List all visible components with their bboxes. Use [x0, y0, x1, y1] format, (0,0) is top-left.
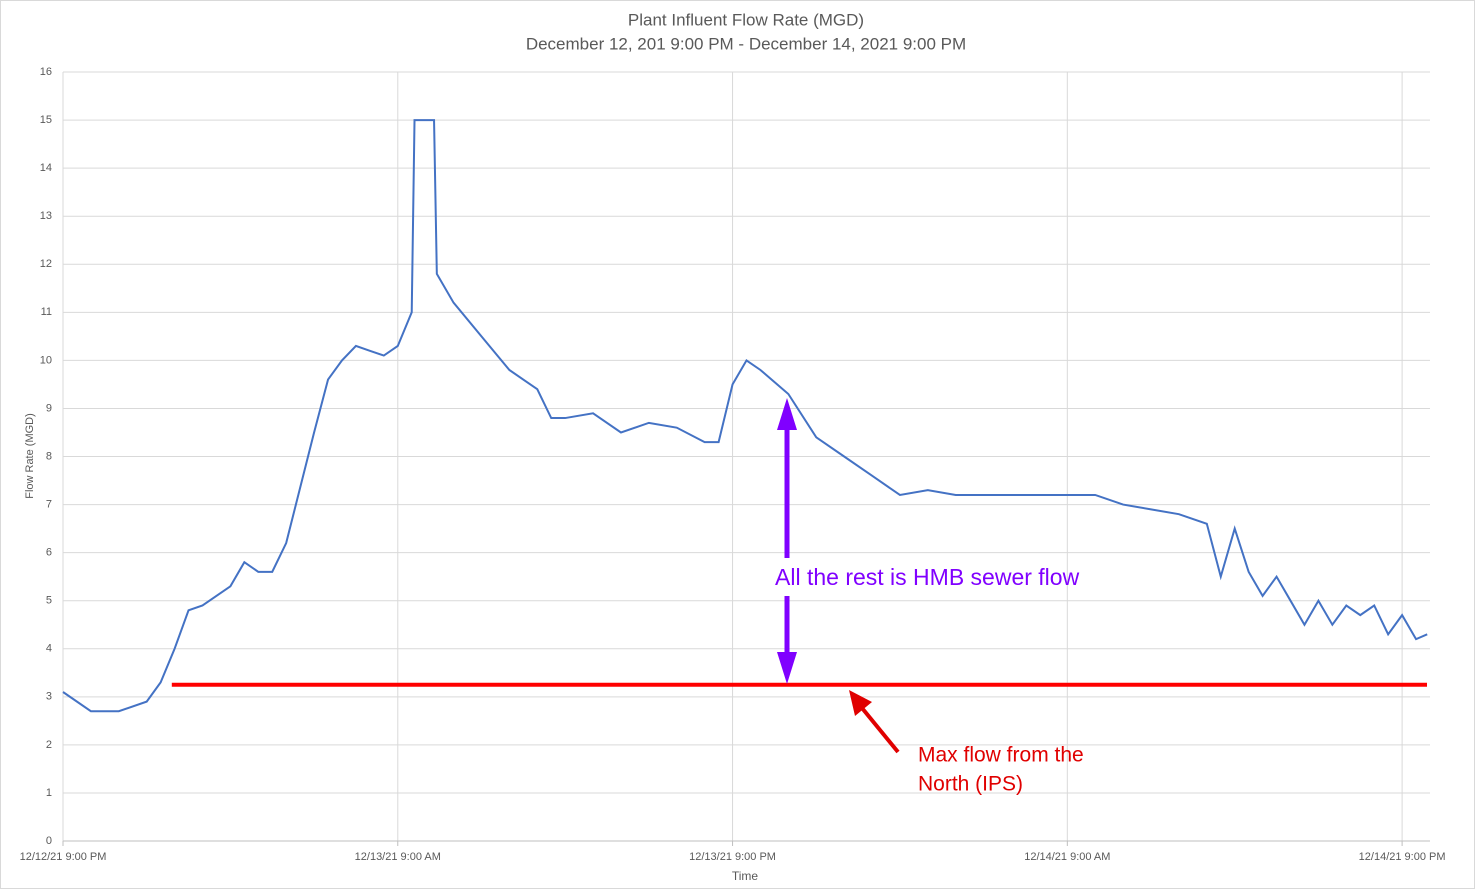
annotation-arrows	[777, 398, 900, 754]
y-tick-label: 6	[46, 547, 52, 559]
x-tick-label: 12/13/21 9:00 PM	[689, 851, 776, 863]
y-tick-label: 14	[40, 162, 52, 174]
annotation: Max flow from the	[918, 744, 1084, 767]
chart-subtitle: December 12, 201 9:00 PM - December 14, …	[526, 34, 966, 53]
y-tick-label: 15	[40, 114, 52, 126]
y-tick-label: 8	[46, 450, 52, 462]
y-axis-label: Flow Rate (MGD)	[24, 413, 36, 499]
annotation: North (IPS)	[918, 773, 1023, 796]
y-tick-label: 16	[40, 66, 52, 78]
y-tick-label: 9	[46, 402, 52, 414]
annotation: All the rest is HMB sewer flow	[775, 564, 1080, 590]
y-tick-label: 7	[46, 498, 52, 510]
y-tick-label: 2	[46, 739, 52, 751]
chart-title: Plant Influent Flow Rate (MGD)	[628, 10, 864, 29]
y-tick-label: 12	[40, 258, 52, 270]
x-axis-label: Time	[732, 869, 759, 883]
y-tick-label: 13	[40, 210, 52, 222]
y-tick-label: 3	[46, 691, 52, 703]
red-arrow-head	[849, 690, 872, 716]
y-tick-label: 10	[40, 354, 52, 366]
x-tick-label: 12/12/21 9:00 PM	[20, 851, 107, 863]
y-tick-label: 1	[46, 787, 52, 799]
data-line	[62, 119, 1428, 713]
red-arrow-shaft	[860, 706, 900, 754]
purple-arrow-head	[777, 398, 797, 430]
x-tick-label: 12/13/21 9:00 AM	[355, 851, 441, 863]
x-tick-label: 12/14/21 9:00 PM	[1359, 851, 1446, 863]
purple-arrow-head	[777, 652, 797, 684]
y-tick-label: 11	[41, 306, 52, 318]
y-tick-label: 5	[46, 595, 52, 607]
y-tick-label: 4	[46, 643, 52, 655]
y-tick-label: 0	[46, 835, 52, 847]
x-tick-label: 12/14/21 9:00 AM	[1024, 851, 1110, 863]
